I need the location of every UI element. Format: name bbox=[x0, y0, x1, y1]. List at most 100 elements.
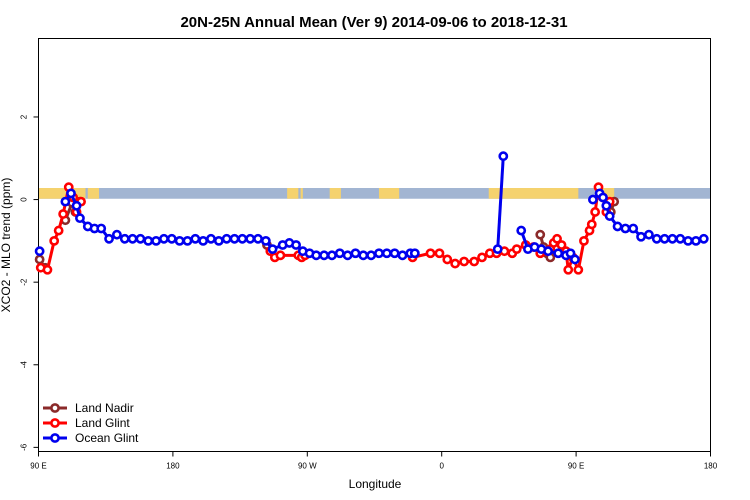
legend-item-land-glint: Land Glint bbox=[43, 416, 130, 430]
y-tick-label: -4 bbox=[20, 361, 29, 369]
ocean-glint-point bbox=[213, 235, 224, 246]
ocean-glint-point bbox=[644, 229, 654, 240]
chart-title: 20N-25N Annual Mean (Ver 9) 2014-09-06 t… bbox=[180, 14, 567, 31]
land-glint-point bbox=[511, 244, 522, 255]
ocean-glint-point bbox=[198, 235, 209, 246]
ocean-glint-point bbox=[190, 233, 201, 244]
land-region bbox=[87, 188, 99, 199]
land-glint-point bbox=[434, 248, 445, 259]
ocean-glint-point bbox=[166, 233, 177, 244]
legend-item-ocean-glint: Ocean Glint bbox=[43, 431, 139, 445]
ocean-glint-point bbox=[612, 221, 623, 232]
ocean-glint-point bbox=[206, 233, 216, 244]
ocean-glint-point bbox=[342, 250, 353, 261]
ocean-glint-point bbox=[60, 196, 71, 207]
ocean-glint-point bbox=[659, 233, 670, 244]
plot-frame bbox=[38, 38, 711, 452]
ocean-glint-point bbox=[334, 248, 345, 259]
ocean-glint-point bbox=[319, 250, 329, 261]
series-ocean-glint bbox=[34, 151, 709, 265]
ocean-glint-point bbox=[260, 235, 271, 246]
ocean-glint-point bbox=[628, 223, 639, 234]
ocean-glint-point bbox=[492, 244, 503, 255]
x-tick-label: 90 W bbox=[298, 462, 317, 471]
land-glint-point bbox=[58, 209, 69, 219]
land-glint-point bbox=[442, 254, 453, 265]
land-glint-point bbox=[49, 235, 60, 246]
land-region bbox=[38, 188, 86, 199]
ocean-glint-point bbox=[104, 233, 114, 244]
land-glint-point bbox=[42, 264, 53, 275]
y-tick-label: 0 bbox=[20, 197, 29, 202]
ocean-glint-point bbox=[553, 248, 564, 259]
ocean-glint-point bbox=[135, 233, 146, 244]
ocean-glint-point bbox=[570, 254, 580, 265]
ocean-glint-point bbox=[397, 250, 408, 261]
land-glint-point bbox=[275, 250, 286, 261]
ocean-glint-point bbox=[565, 248, 576, 259]
land-ocean-band bbox=[38, 188, 711, 199]
ocean-glint-point bbox=[588, 194, 598, 205]
ocean-glint-point bbox=[253, 233, 263, 244]
land-glint-point bbox=[573, 264, 584, 275]
ocean-glint-point bbox=[598, 192, 608, 203]
ocean-glint-point bbox=[159, 233, 169, 244]
ocean-band bbox=[38, 188, 711, 199]
ocean-glint-point bbox=[75, 213, 85, 224]
land-glint-point bbox=[450, 258, 461, 269]
x-tick-label: 90 E bbox=[30, 462, 46, 471]
ocean-glint-point bbox=[327, 250, 337, 261]
land-glint-point bbox=[469, 256, 480, 267]
ocean-glint-point bbox=[543, 246, 553, 257]
ocean-glint-point bbox=[675, 233, 686, 244]
x-axis-title: Longitude bbox=[349, 477, 402, 491]
legend-label: Land Glint bbox=[75, 416, 130, 430]
ocean-glint-point bbox=[389, 248, 400, 259]
ocean-glint-point bbox=[409, 248, 420, 259]
land-glint-point bbox=[579, 235, 589, 246]
land-region bbox=[598, 188, 615, 199]
y-axis: -6 -4 -2 0 2 bbox=[20, 114, 39, 451]
land-glint-point bbox=[425, 248, 436, 259]
land-region bbox=[488, 188, 579, 199]
ocean-glint-point bbox=[604, 211, 615, 221]
x-tick-label: 0 bbox=[439, 462, 444, 471]
ocean-glint-point bbox=[291, 240, 301, 250]
land-region bbox=[300, 188, 303, 199]
land-glint-point bbox=[590, 207, 601, 217]
ocean-glint-point bbox=[651, 233, 662, 244]
ocean-glint-point bbox=[127, 233, 138, 244]
x-tick-label: 90 E bbox=[568, 462, 584, 471]
ocean-glint-line bbox=[64, 191, 415, 257]
ocean-glint-point bbox=[311, 250, 322, 261]
x-axis: 90 E 180 90 W 0 90 E 180 bbox=[30, 451, 718, 471]
ocean-glint-point bbox=[71, 200, 82, 211]
ocean-glint-point bbox=[221, 233, 232, 244]
ocean-glint-point bbox=[112, 229, 122, 240]
land-region bbox=[329, 188, 341, 199]
ocean-glint-point bbox=[498, 151, 509, 162]
land-glint-point bbox=[53, 225, 64, 236]
ocean-glint-point bbox=[667, 233, 678, 244]
legend-label: Ocean Glint bbox=[75, 431, 139, 445]
land-glint-point bbox=[586, 219, 597, 230]
ocean-glint-point bbox=[366, 250, 377, 261]
land-nadir-point bbox=[34, 254, 45, 265]
legend-swatch-marker bbox=[50, 403, 60, 413]
ocean-glint-point bbox=[267, 244, 278, 255]
x-tick-label: 180 bbox=[704, 462, 718, 471]
ocean-glint-point bbox=[358, 250, 369, 261]
y-axis-title: XCO2 - MLO trend (ppm) bbox=[0, 178, 13, 313]
land-region bbox=[287, 188, 299, 199]
land-glint-point bbox=[552, 233, 562, 244]
x-tick-label: 180 bbox=[166, 462, 180, 471]
ocean-glint-point bbox=[245, 233, 256, 244]
ocean-glint-point bbox=[698, 233, 709, 244]
ocean-glint-point bbox=[601, 200, 612, 211]
y-tick-label: -2 bbox=[20, 278, 29, 286]
legend-swatch-marker bbox=[50, 433, 60, 443]
ocean-glint-point bbox=[683, 235, 693, 246]
ocean-glint-point bbox=[66, 188, 76, 199]
